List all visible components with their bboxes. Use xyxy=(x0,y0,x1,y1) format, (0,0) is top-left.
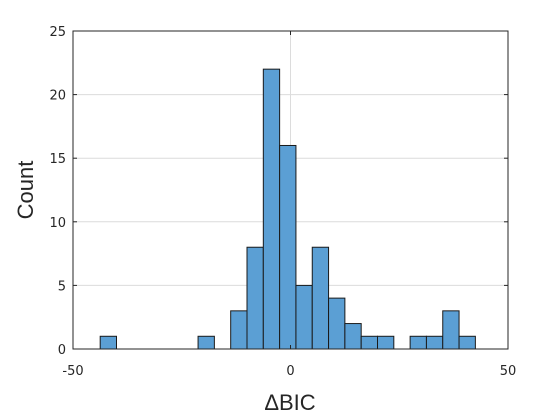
histogram-bar xyxy=(230,310,248,350)
y-tick-label: 25 xyxy=(49,25,66,40)
histogram-bars xyxy=(99,68,476,350)
axis-ticks: 0 5 10 15 20 25 -50 0 50 xyxy=(49,25,516,379)
histogram-bar xyxy=(328,297,346,350)
histogram-bar xyxy=(360,335,378,350)
y-tick-label: 15 xyxy=(49,152,66,167)
y-axis-label: Count xyxy=(13,161,38,220)
histogram-bar xyxy=(197,335,215,350)
x-tick-label: 0 xyxy=(286,364,294,379)
histogram-bar xyxy=(344,323,362,350)
histogram-bar xyxy=(99,335,117,350)
histogram-bar xyxy=(279,144,297,350)
x-tick-label: -50 xyxy=(62,364,83,379)
y-tick-label: 20 xyxy=(49,89,66,104)
y-tick-label: 10 xyxy=(49,216,66,231)
y-tick-label: 0 xyxy=(58,343,66,358)
histogram-bar xyxy=(425,335,444,350)
histogram-bar xyxy=(311,246,330,350)
histogram-bar xyxy=(246,246,264,350)
histogram-bar xyxy=(377,335,395,350)
histogram-bar xyxy=(442,310,460,350)
histogram-bar xyxy=(458,335,476,350)
x-axis-label: ΔBIC xyxy=(264,390,315,415)
histogram-bar xyxy=(409,335,427,350)
histogram-bar xyxy=(295,284,313,350)
y-tick-label: 5 xyxy=(58,279,66,294)
x-tick-label: 50 xyxy=(500,364,517,379)
histogram-bar xyxy=(262,68,281,350)
